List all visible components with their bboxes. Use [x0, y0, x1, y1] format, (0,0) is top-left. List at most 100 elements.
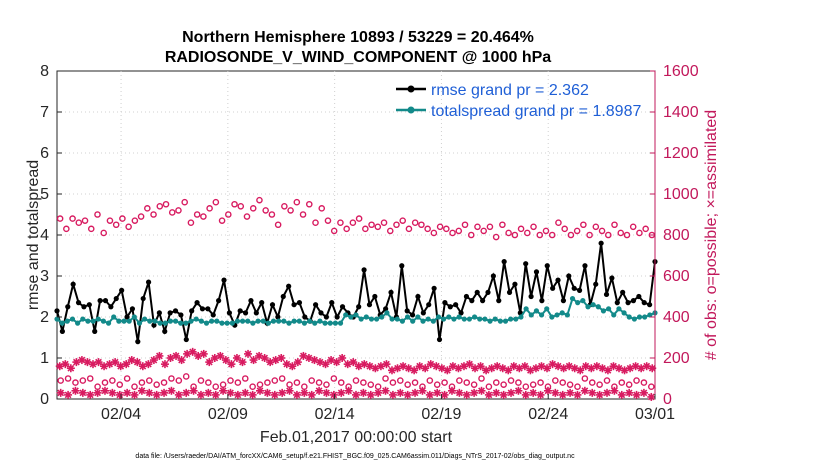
assimilated-obs-marker	[477, 386, 486, 395]
totalspread-point	[425, 316, 431, 322]
totalspread-point	[286, 320, 292, 326]
possible-obs-marker	[555, 219, 562, 226]
totalspread-point	[497, 318, 503, 324]
legend-spread-marker	[407, 106, 415, 114]
possible-obs-marker	[312, 219, 319, 226]
assimilated-obs-marker	[285, 386, 294, 395]
rmse-point	[280, 293, 286, 300]
totalspread-point	[636, 314, 643, 320]
assimilated-obs-marker	[504, 366, 513, 375]
rmse-point	[275, 314, 281, 320]
rmse-point	[189, 308, 195, 314]
rmse-point	[603, 291, 610, 298]
assimilated-obs-marker	[188, 347, 197, 356]
rmse-point	[501, 259, 507, 265]
rmse-point	[119, 287, 125, 293]
assimilated-obs-marker	[86, 390, 95, 399]
possible-obs-marker	[79, 377, 87, 384]
possible-obs-marker	[492, 233, 500, 241]
assimilated-obs-marker	[573, 390, 582, 399]
possible-obs-marker	[299, 211, 307, 218]
possible-obs-marker	[75, 219, 83, 226]
possible-obs-marker	[243, 213, 251, 220]
possible-obs-marker	[330, 375, 338, 382]
assimilated-obs-marker	[443, 366, 452, 375]
possible-obs-marker	[411, 379, 419, 386]
assimilated-obs-marker	[278, 388, 287, 397]
possible-obs-marker	[57, 377, 64, 384]
rmse-point	[372, 293, 378, 300]
possible-obs-marker	[478, 375, 485, 382]
assimilated-obs-marker	[189, 386, 198, 395]
possible-obs-marker	[131, 383, 138, 391]
legend-rmse-marker	[407, 85, 415, 93]
assimilated-obs-marker	[337, 388, 346, 397]
possible-obs-marker	[636, 229, 643, 237]
totalspread-point	[451, 316, 457, 322]
assimilated-obs-marker	[123, 388, 132, 397]
possible-obs-marker	[598, 227, 606, 235]
y-tick-label-left: 6	[40, 145, 49, 162]
totalspread-point	[435, 314, 442, 320]
totalspread-point	[441, 316, 447, 322]
assimilated-obs-marker	[352, 390, 360, 399]
rmse-point	[560, 298, 567, 304]
assimilated-obs-marker	[300, 388, 309, 397]
totalspread-point	[538, 312, 545, 318]
totalspread-point	[229, 320, 235, 326]
rmse-point	[97, 298, 103, 304]
assimilated-obs-marker	[116, 362, 125, 371]
y-axis-label-left: rmse and totalspread	[25, 160, 42, 310]
y-tick-label-left: 8	[40, 63, 49, 80]
possible-obs-marker	[524, 229, 531, 237]
chart-title-line1: Northern Hemisphere 10893 / 53229 = 20.4…	[182, 29, 534, 46]
assimilated-obs-marker	[476, 362, 485, 371]
assimilated-obs-marker	[543, 364, 552, 373]
assimilated-obs-marker	[196, 390, 205, 399]
rmse-point	[269, 302, 276, 308]
totalspread-point	[647, 312, 653, 318]
possible-obs-marker	[592, 223, 600, 231]
possible-obs-marker	[343, 225, 350, 233]
possible-obs-marker	[193, 211, 201, 218]
assimilated-obs-marker	[332, 358, 341, 367]
assimilated-obs-marker	[226, 388, 235, 397]
totalspread-point	[255, 318, 261, 324]
assimilated-obs-marker	[93, 388, 102, 397]
assimilated-obs-marker	[566, 388, 575, 397]
assimilated-obs-marker	[315, 386, 324, 395]
possible-obs-marker	[604, 231, 612, 239]
possible-obs-marker	[355, 215, 363, 222]
totalspread-point	[471, 314, 478, 320]
rmse-point	[291, 302, 297, 308]
rmse-point	[436, 336, 443, 343]
possible-obs-marker	[362, 225, 369, 233]
assimilated-obs-marker	[66, 364, 75, 373]
possible-obs-marker	[72, 379, 79, 386]
possible-obs-marker	[256, 196, 263, 204]
possible-obs-marker	[559, 379, 567, 386]
possible-obs-marker	[181, 198, 188, 206]
possible-obs-marker	[234, 379, 242, 386]
possible-obs-marker	[474, 223, 481, 231]
possible-obs-marker	[182, 373, 190, 380]
assimilated-obs-marker	[249, 356, 258, 365]
possible-obs-marker	[87, 225, 95, 233]
possible-obs-marker	[618, 379, 626, 386]
rmse-point	[614, 300, 620, 306]
rmse-point	[383, 306, 389, 312]
possible-obs-marker	[617, 229, 625, 237]
assimilated-obs-marker	[396, 388, 405, 397]
rmse-point	[178, 312, 184, 318]
possible-obs-marker	[63, 225, 70, 233]
assimilated-obs-marker	[617, 390, 626, 399]
totalspread-point	[564, 312, 570, 318]
possible-obs-marker	[271, 377, 279, 384]
rmse-point	[113, 295, 119, 302]
assimilated-obs-marker	[111, 358, 120, 367]
possible-obs-marker	[552, 377, 559, 384]
possible-obs-marker	[426, 377, 434, 384]
assimilated-obs-marker	[221, 356, 230, 365]
assimilated-obs-marker	[514, 386, 523, 395]
totalspread-point	[136, 320, 143, 326]
